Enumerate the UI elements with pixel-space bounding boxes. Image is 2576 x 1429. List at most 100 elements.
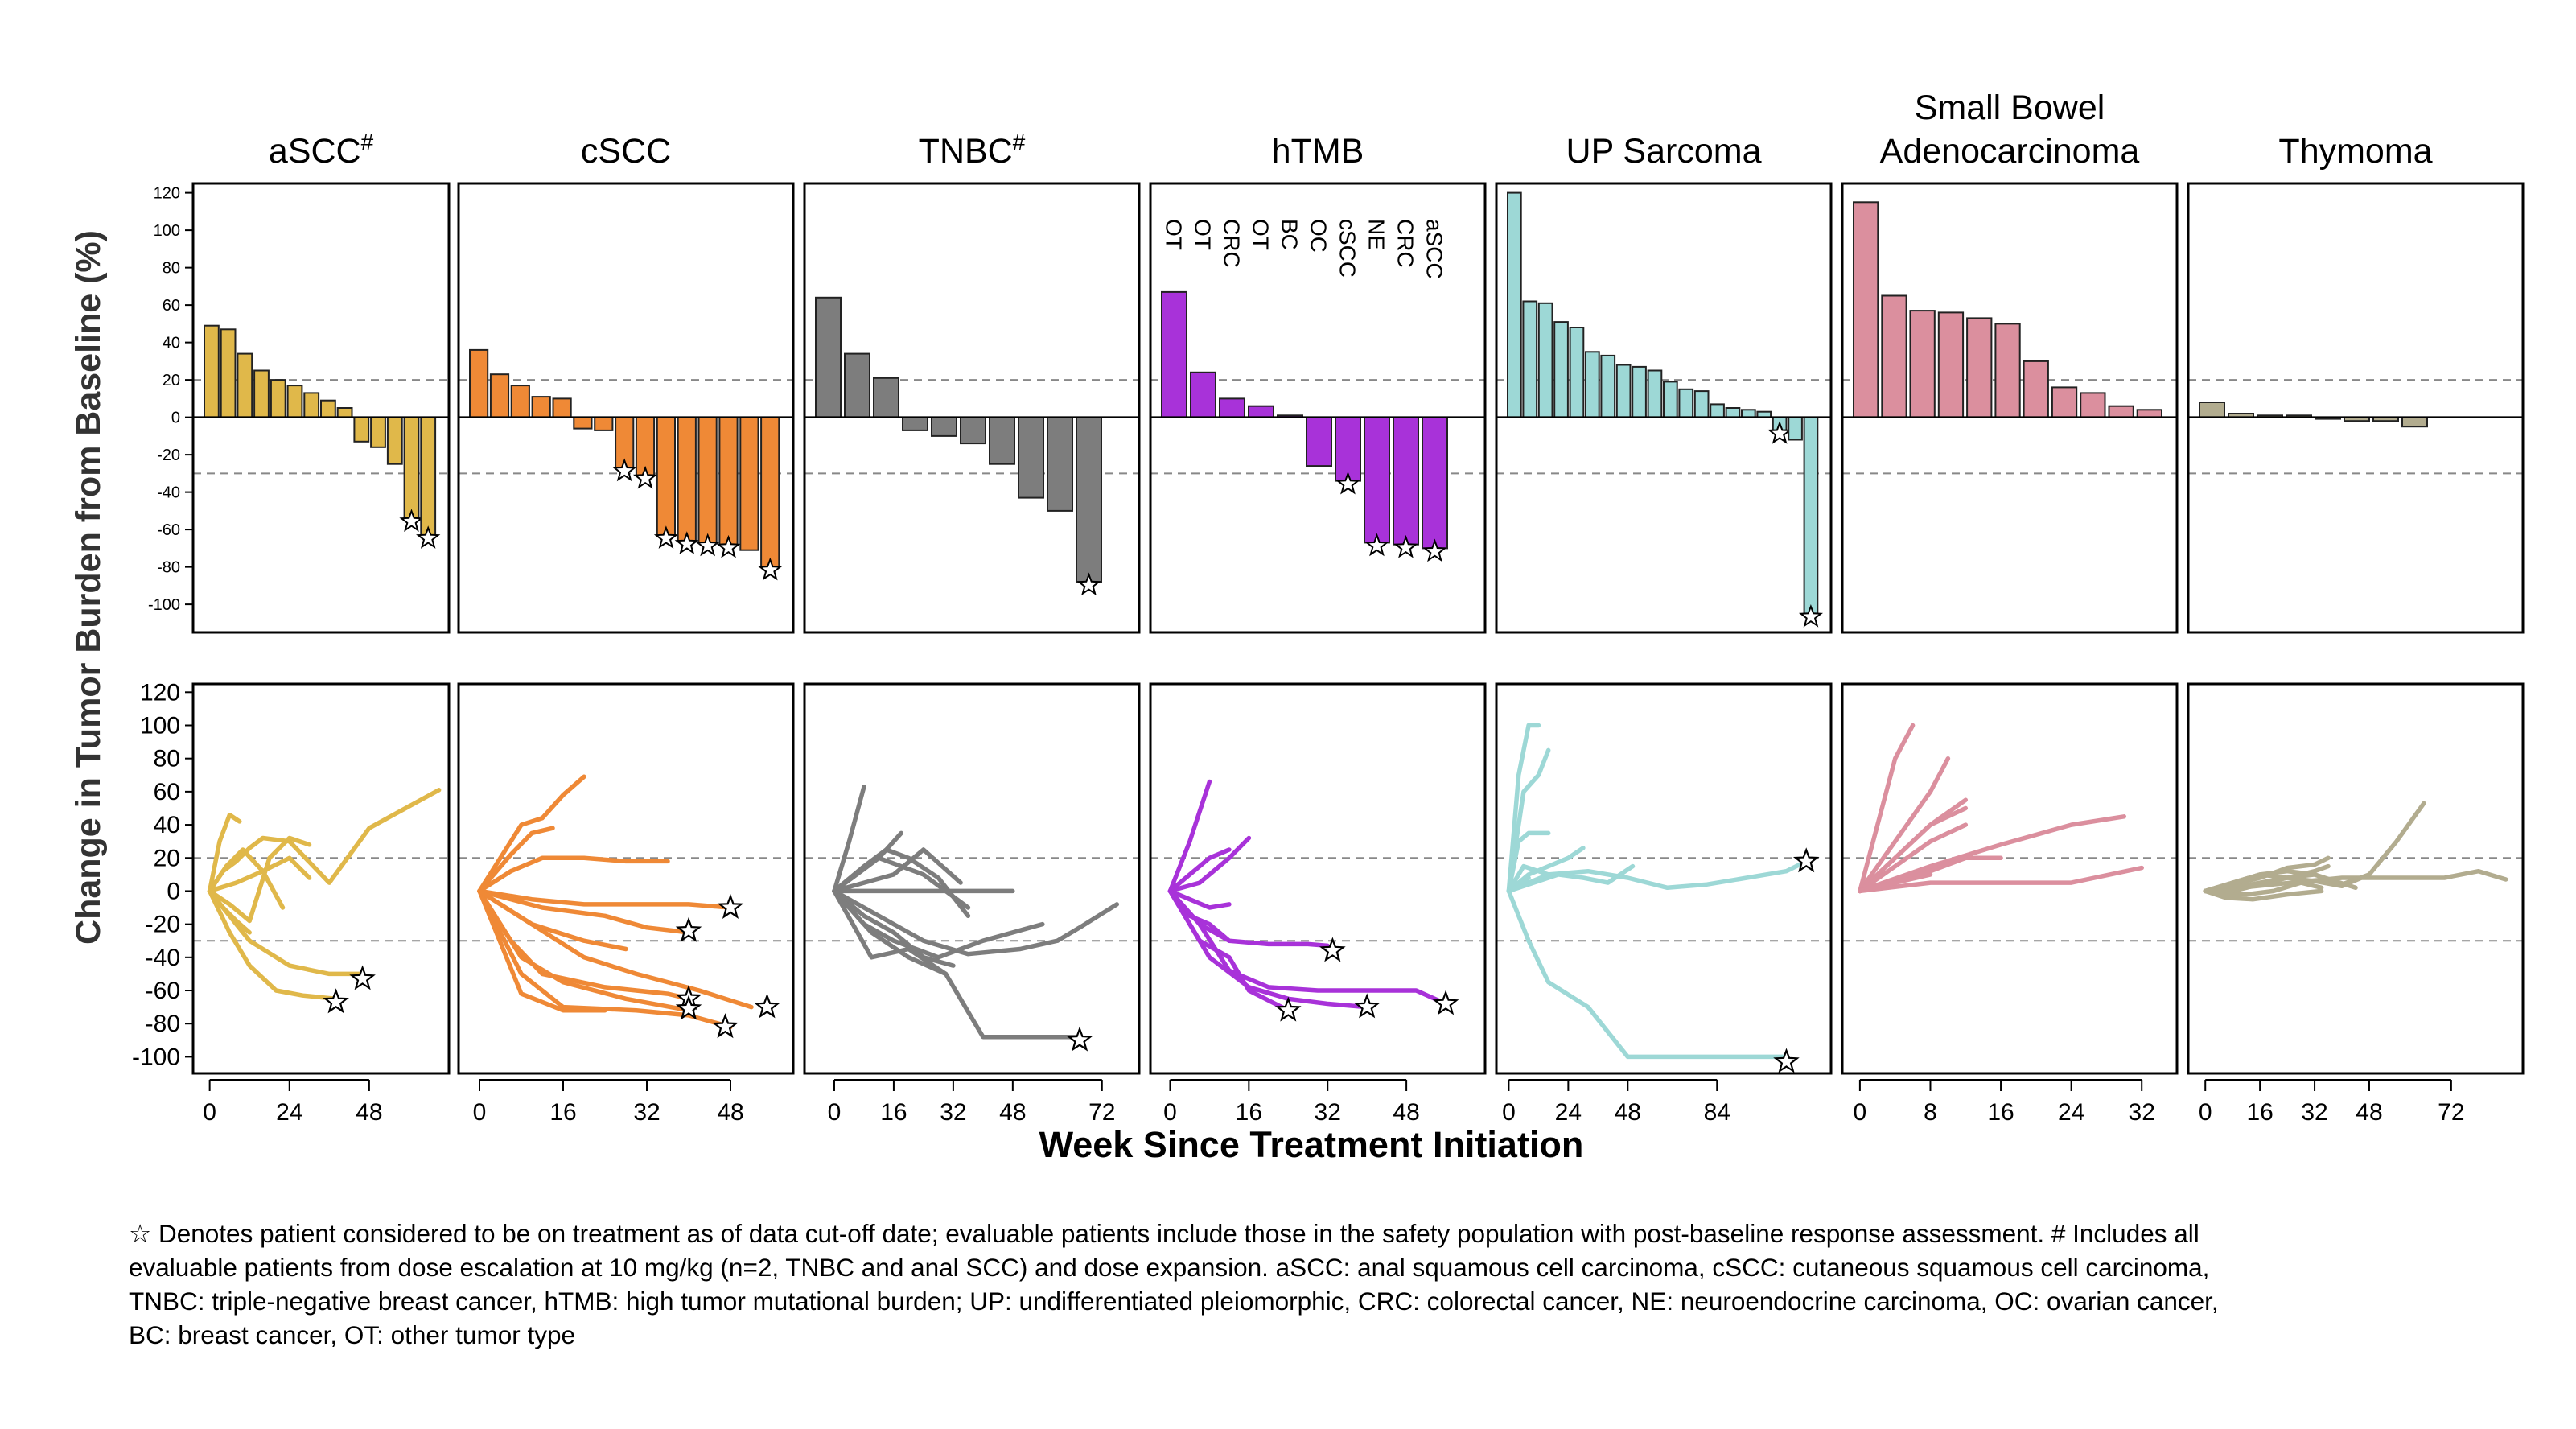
waterfall-bar [2108, 405, 2134, 418]
waterfall-frame [2187, 182, 2525, 634]
spider-frame [457, 682, 795, 1075]
waterfall-bar [1853, 201, 1879, 418]
on-treatment-star [1393, 534, 1418, 558]
spider-y-tick-label: -40 [146, 945, 180, 971]
patient-trajectory [1506, 723, 1541, 894]
spider-y-tick-label: -20 [146, 912, 180, 938]
waterfall-bar [1909, 310, 1936, 418]
waterfall-bar [1306, 416, 1332, 467]
waterfall-bar [1507, 191, 1522, 418]
x-tick-label: 48 [1615, 1099, 1641, 1126]
bar-tumor-label: OT [1191, 219, 1216, 250]
bar-tumor-label: OT [1249, 219, 1274, 250]
waterfall-y-tick-label: 60 [163, 297, 180, 315]
waterfall-y-tick-label: -20 [157, 447, 180, 464]
x-tick-label: 48 [999, 1099, 1026, 1126]
waterfall-bar [1725, 407, 1741, 418]
spider-plot: 0 16 32 48 72 [2187, 682, 2525, 1126]
bar-tumor-label: CRC [1393, 219, 1418, 268]
waterfall-bar [370, 416, 386, 448]
waterfall-bar [1678, 388, 1694, 418]
panel-title: hTMB [1272, 132, 1364, 171]
waterfall-bar [386, 416, 403, 465]
patient-trajectory [207, 812, 242, 894]
patient-trajectory [1167, 888, 1232, 910]
waterfall-bar [1881, 294, 1907, 418]
on-treatment-star [653, 525, 679, 549]
footnote-line-4: BC: breast cancer, OT: other tumor type [129, 1320, 575, 1349]
patient-trajectory [207, 788, 442, 894]
patient-trajectory [2203, 872, 2358, 894]
spider-frame [1841, 682, 2179, 1075]
x-tick-label: 0 [1854, 1099, 1867, 1126]
x-tick-label: 48 [1393, 1099, 1419, 1126]
panel-title: TNBC# [919, 130, 1026, 171]
panels-layer: 120100806040200-20-40-60-80-100120100806… [132, 89, 2525, 1126]
on-treatment-star [1076, 572, 1101, 595]
patient-trajectory [477, 855, 670, 894]
patient-trajectory [1858, 814, 2127, 894]
waterfall-bar [1693, 390, 1710, 418]
panel-thymoma: Thymoma 0 16 32 48 72 [2187, 132, 2525, 1126]
waterfall-frame [1149, 182, 1487, 634]
spider-y-tick-label: 120 [140, 679, 180, 706]
waterfall-bar [303, 392, 320, 418]
patient-trajectory [207, 835, 312, 924]
waterfall-bar [844, 352, 870, 418]
waterfall-y-tick-label: 0 [171, 410, 180, 427]
waterfall-bar [594, 416, 614, 431]
patient-trajectory [1506, 859, 1809, 894]
patient-trajectory [1167, 888, 1448, 1007]
patient-trajectory [1506, 830, 1551, 894]
waterfall-bar [989, 416, 1015, 465]
waterfall-plot [191, 182, 451, 634]
on-treatment-star [349, 965, 376, 990]
waterfall-plot [1841, 182, 2179, 634]
spider-plot: 0 24 48 84 [1495, 682, 1833, 1126]
patient-trajectory [207, 847, 286, 910]
on-treatment-star [716, 534, 741, 558]
x-tick-label: 16 [2246, 1099, 2273, 1126]
patient-trajectory [477, 774, 586, 894]
on-treatment-star [1767, 421, 1792, 444]
spider-frame [2187, 682, 2525, 1075]
x-tick-label: 0 [2199, 1099, 2212, 1126]
spider-y-tick-label: -100 [132, 1044, 180, 1070]
patient-trajectory [1506, 846, 1586, 894]
on-treatment-star [399, 509, 424, 533]
footnote-line-3: TNBC: triple-negative breast cancer, hTM… [129, 1287, 2219, 1316]
bar-tumor-label: OC [1307, 219, 1331, 253]
on-treatment-star [632, 465, 658, 489]
waterfall-bar [873, 377, 899, 418]
spider-y-tick-label: 100 [140, 712, 180, 739]
panel-title-line-2: Adenocarcinoma [1880, 132, 2140, 171]
waterfall-bar [1710, 403, 1725, 418]
patient-trajectory [477, 888, 733, 910]
waterfall-bar [469, 348, 489, 418]
footnote: ☆ Denotes patient considered to be on tr… [129, 1217, 2478, 1352]
x-tick-label: 32 [1315, 1099, 1341, 1126]
x-tick-label: 0 [203, 1099, 216, 1126]
patient-trajectory [1506, 747, 1551, 894]
x-tick-label: 0 [828, 1099, 842, 1126]
waterfall-bar [1632, 365, 1647, 418]
patient-trajectory [1506, 888, 1789, 1060]
spider-y-tick-label: -60 [146, 978, 180, 1004]
waterfall-bar [1522, 300, 1538, 418]
waterfall-bar [1190, 371, 1216, 418]
waterfall-frame [1841, 182, 2179, 634]
patient-trajectory [2203, 855, 2331, 894]
panel-cscc: cSCC 0 16 32 48 [457, 132, 795, 1126]
patient-trajectory [1506, 863, 1551, 894]
waterfall-bar [1422, 416, 1448, 550]
patient-trajectory [2203, 888, 2324, 902]
spider-y-tick-label: 20 [154, 845, 180, 871]
waterfall-bar [1615, 364, 1632, 418]
spider-plot: 0 8 16 24 32 [1841, 682, 2179, 1126]
spider-plot: 0 16 32 48 72 [803, 682, 1141, 1126]
patient-trajectory [832, 847, 963, 894]
waterfall-bar [931, 416, 957, 437]
on-treatment-star [1275, 996, 1302, 1022]
waterfall-bar [1335, 416, 1361, 482]
